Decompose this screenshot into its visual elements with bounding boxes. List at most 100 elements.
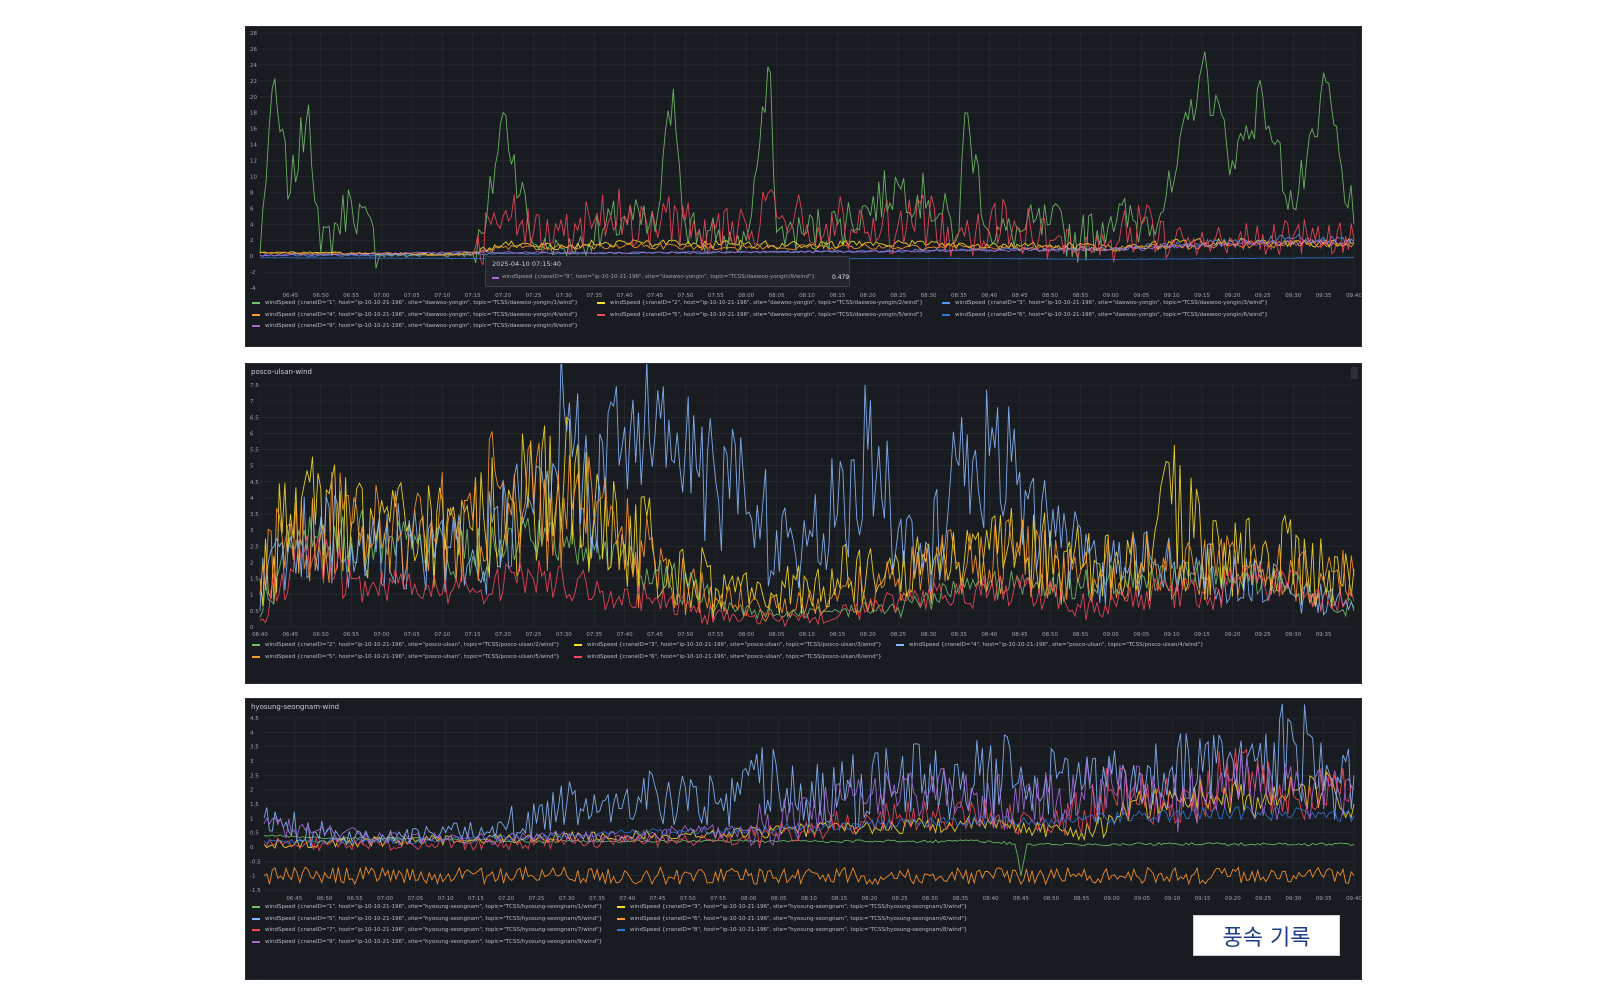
x-tick-label: 09:10: [1164, 896, 1180, 902]
x-tick-label: 07:10: [438, 896, 454, 902]
x-tick-label: 09:40: [1346, 896, 1362, 902]
legend-swatch: [617, 917, 625, 920]
x-tick-label: 07:15: [465, 293, 481, 299]
x-tick-label: 08:15: [829, 293, 845, 299]
legend-swatch: [617, 906, 625, 908]
legend-item[interactable]: windSpeed {craneID="3", host="ip-10-10-2…: [574, 642, 882, 648]
y-tick-label: 4: [250, 222, 254, 228]
x-tick-label: 09:20: [1225, 896, 1241, 902]
x-tick-label: 07:30: [556, 632, 572, 638]
x-tick-label: 09:35: [1316, 632, 1332, 638]
x-tick-label: 09:25: [1255, 896, 1271, 902]
x-tick-label: 08:40: [983, 896, 999, 902]
x-tick-label: 09:30: [1286, 896, 1302, 902]
tooltip-time: 2025-04-10 07:15:40: [492, 260, 562, 268]
legend-item[interactable]: windSpeed {craneID="6", host="ip-10-10-2…: [942, 312, 1268, 318]
x-tick-label: 07:40: [617, 632, 633, 638]
x-tick-label: 09:15: [1194, 632, 1210, 638]
x-tick-label: 06:55: [343, 632, 359, 638]
legend-swatch: [252, 929, 260, 931]
x-tick-label: 07:30: [556, 293, 572, 299]
series-line-2[interactable]: [259, 364, 1355, 616]
legend-item[interactable]: windSpeed {craneID="5", host="ip-10-10-2…: [252, 916, 602, 922]
series-line-3[interactable]: [259, 431, 1355, 623]
series-line-4[interactable]: [472, 188, 1355, 266]
legend-label: windSpeed {craneID="5", host="ip-10-10-2…: [265, 653, 560, 660]
y-tick-label: -1: [250, 874, 255, 880]
x-tick-label: 09:20: [1225, 632, 1241, 638]
y-tick-label: 2.5: [250, 773, 259, 779]
panel-title: hyosung-seongnam-wind: [251, 703, 340, 711]
x-tick-label: 09:00: [1103, 293, 1119, 299]
x-tick-label: 08:55: [1074, 896, 1090, 902]
x-tick-label: 07:00: [374, 632, 390, 638]
series-line-3[interactable]: [263, 865, 1355, 886]
y-tick-label: 1.5: [250, 802, 259, 808]
series-line-3[interactable]: [259, 239, 1355, 256]
legend-label: windSpeed {craneID="7", host="ip-10-10-2…: [265, 927, 603, 933]
y-tick-label: -2: [250, 270, 255, 276]
y-tick-label: 5: [250, 464, 254, 470]
series-line-6[interactable]: [263, 750, 1355, 847]
x-tick-label: 09:30: [1285, 632, 1301, 638]
y-tick-label: 3: [250, 528, 254, 534]
legend-swatch: [252, 655, 260, 658]
panel-scroll-handle[interactable]: [1351, 367, 1358, 379]
series-line-2[interactable]: [259, 233, 1355, 257]
y-tick-label: 1: [250, 816, 254, 822]
x-tick-label: 08:00: [738, 293, 754, 299]
x-tick-label: 08:50: [1042, 632, 1058, 638]
series-line-4[interactable]: [259, 535, 1355, 628]
legend-item[interactable]: windSpeed {craneID="4", host="ip-10-10-2…: [252, 312, 578, 318]
x-tick-label: 06:45: [282, 293, 298, 299]
x-tick-label: 07:35: [586, 293, 602, 299]
legend-label: windSpeed {craneID="3", host="ip-10-10-2…: [587, 642, 882, 648]
x-tick-label: 06:40: [252, 632, 268, 638]
y-tick-label: 3.5: [250, 745, 259, 751]
legend-item[interactable]: windSpeed {craneID="3", host="ip-10-10-2…: [942, 300, 1268, 306]
x-tick-label: 07:20: [495, 632, 511, 638]
legend-item[interactable]: windSpeed {craneID="5", host="ip-10-10-2…: [252, 654, 560, 660]
x-tick-label: 08:45: [1012, 293, 1028, 299]
x-tick-label: 07:40: [619, 896, 635, 902]
x-tick-label: 09:10: [1164, 632, 1180, 638]
y-tick-label: 18: [250, 111, 257, 117]
x-tick-label: 09:25: [1255, 632, 1271, 638]
legend-item[interactable]: windSpeed {craneID="1", host="ip-10-10-2…: [252, 904, 602, 910]
x-tick-label: 07:25: [529, 896, 545, 902]
y-tick-label: 1.5: [250, 577, 259, 583]
legend-item[interactable]: windSpeed {craneID="3", host="ip-10-10-2…: [617, 904, 967, 910]
legend-item[interactable]: windSpeed {craneID="9", host="ip-10-10-2…: [252, 323, 578, 329]
y-tick-label: 4.5: [250, 480, 259, 486]
legend-item[interactable]: windSpeed {craneID="5", host="ip-10-10-2…: [597, 312, 923, 318]
x-tick-label: 08:00: [741, 896, 757, 902]
series-line-6[interactable]: [259, 238, 1355, 257]
daewoo-yongin-wind-panel: 28 26 24 22 20 18 16 14 12 10 8 6 4 2 0 -2 -4 06:45 06:50 0…: [245, 26, 1362, 347]
legend-item[interactable]: windSpeed {craneID="4", host="ip-10-10-2…: [896, 642, 1204, 648]
x-tick-label: 08:35: [951, 632, 967, 638]
legend-label: windSpeed {craneID="1", host="ip-10-10-2…: [265, 904, 603, 910]
series-line-5[interactable]: [263, 804, 1355, 845]
y-tick-label: 6: [250, 206, 254, 212]
legend-item[interactable]: windSpeed {craneID="6", host="ip-10-10-2…: [574, 654, 882, 660]
y-tick-label: 22: [250, 79, 257, 85]
hyosung-seongnam-wind-chart: 4.5 4 3.5 3 2.5 2 1.5 1 0.5 0 -0.5 -1 -1.5 06:45 06:50…: [250, 703, 1362, 902]
x-tick-label: 07:20: [495, 293, 511, 299]
legend-swatch: [942, 302, 950, 304]
legend-swatch: [252, 313, 260, 316]
x-tick-label: 07:25: [526, 632, 542, 638]
x-tick-label: 09:20: [1225, 293, 1241, 299]
legend-item[interactable]: windSpeed {craneID="9", host="ip-10-10-2…: [252, 939, 602, 945]
legend-item[interactable]: windSpeed {craneID="1", host="ip-10-10-2…: [252, 300, 578, 306]
legend-item[interactable]: windSpeed {craneID="8", host="ip-10-10-2…: [617, 927, 967, 933]
y-tick-label: 0.5: [250, 831, 259, 837]
legend-item[interactable]: windSpeed {craneID="6", host="ip-10-10-2…: [617, 916, 967, 922]
posco-ulsan-wind-chart: 7.5 7 6.5 6 5.5 5 4.5 4 3.5 3 2.5 2 1.5 1 0.5 006:40 06:…: [250, 364, 1355, 638]
legend-label: windSpeed {craneID="9", host="ip-10-10-2…: [265, 323, 578, 329]
legend-item[interactable]: windSpeed {craneID="2", host="ip-10-10-2…: [252, 642, 560, 648]
y-tick-label: 2: [250, 788, 254, 794]
legend-item[interactable]: windSpeed {craneID="2", host="ip-10-10-2…: [597, 300, 923, 306]
series-line-1[interactable]: [259, 416, 1355, 620]
legend-item[interactable]: windSpeed {craneID="7", host="ip-10-10-2…: [252, 927, 602, 933]
legend-swatch: [252, 917, 260, 920]
